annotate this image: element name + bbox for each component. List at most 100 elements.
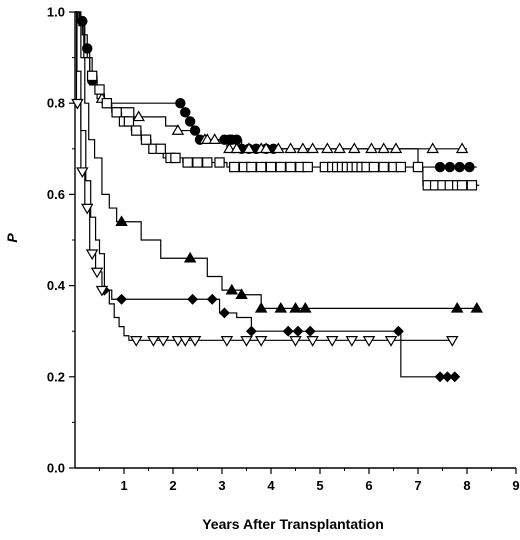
- censor-mark-triangle-down: [306, 336, 319, 347]
- censor-mark-triangle-down: [188, 336, 202, 347]
- censor-mark-triangle-down: [81, 203, 94, 215]
- censor-mark-square: [101, 97, 113, 109]
- censor-mark-triangle-up: [230, 142, 243, 154]
- censor-mark-circle: [184, 116, 196, 127]
- censor-mark-triangle-up: [426, 142, 439, 154]
- censor-mark-square: [202, 157, 213, 168]
- censor-mark-circle: [464, 161, 475, 173]
- censor-mark-triangle-up: [201, 133, 214, 144]
- censor-mark-square: [182, 157, 193, 168]
- censor-mark-triangle-up: [365, 142, 378, 154]
- x-tick-label: 9: [512, 478, 519, 493]
- censor-mark-square: [131, 125, 142, 136]
- censor-mark-triangle-up: [348, 142, 361, 154]
- censor-mark-square: [192, 157, 203, 168]
- censor-mark-circle: [82, 43, 93, 54]
- x-tick-label: 6: [365, 478, 372, 493]
- censor-mark-square: [302, 161, 313, 173]
- censor-mark-square: [395, 161, 407, 173]
- x-axis-label: Years After Transplantation: [202, 516, 384, 532]
- x-tick-label: 2: [169, 478, 176, 493]
- censor-mark-triangle-up: [235, 288, 248, 299]
- markers-open-triangle-down: [71, 98, 459, 347]
- censor-mark-triangle-up: [132, 110, 145, 122]
- axes: 1 2 3 4 5 6 7 8 9 0.0 0.2 0.4 0.6 0.8 1.0: [47, 5, 520, 494]
- markers: [71, 15, 484, 383]
- censor-mark-triangle-up: [242, 142, 256, 154]
- censor-mark-triangle-up: [274, 302, 288, 313]
- censor-mark-triangle-down: [254, 336, 268, 347]
- survival-curve-open-square: [75, 11, 480, 186]
- censor-mark-square: [214, 157, 225, 168]
- censor-mark-square: [256, 161, 267, 173]
- censor-mark-triangle-up: [272, 142, 285, 154]
- censor-mark-triangle-up: [299, 302, 312, 313]
- markers-open-triangle-up: [95, 92, 469, 154]
- censor-mark-triangle-up: [333, 142, 346, 154]
- censor-mark-circle: [175, 97, 186, 109]
- censor-mark-triangle-up: [284, 142, 297, 154]
- censor-mark-triangle-up: [450, 302, 464, 313]
- censor-mark-triangle-up: [321, 142, 334, 154]
- censor-mark-diamond: [449, 371, 461, 383]
- censor-mark-diamond: [304, 325, 316, 337]
- censor-mark-triangle-down: [130, 336, 143, 347]
- censor-mark-triangle-up: [225, 283, 239, 295]
- censor-mark-diamond: [187, 293, 199, 305]
- censor-mark-triangle-up: [306, 142, 319, 154]
- censor-mark-square: [170, 152, 181, 164]
- censor-mark-circle: [434, 161, 446, 173]
- censor-mark-triangle-down: [345, 336, 359, 347]
- x-tick-label: 8: [463, 478, 470, 493]
- x-tick-label: 5: [316, 478, 323, 493]
- censor-mark-triangle-down: [446, 336, 459, 347]
- survival-curve-filled-circle: [75, 11, 477, 168]
- censor-mark-triangle-down: [95, 285, 109, 297]
- y-tick-label: 0.6: [47, 187, 65, 202]
- censor-mark-square: [140, 134, 152, 145]
- censor-mark-triangle-up: [183, 251, 197, 263]
- y-axis-label: P: [4, 233, 20, 243]
- censor-mark-square: [265, 161, 277, 173]
- censor-mark-square: [466, 180, 478, 191]
- censor-mark-square: [155, 143, 166, 154]
- censor-mark-triangle-down: [147, 336, 160, 347]
- censor-mark-triangle-up: [296, 142, 310, 154]
- censor-mark-diamond: [441, 371, 453, 383]
- censor-mark-triangle-up: [171, 124, 185, 135]
- censor-mark-triangle-up: [259, 142, 273, 154]
- survival-curve-filled-triangle-up: [75, 11, 477, 309]
- censor-mark-diamond: [282, 325, 294, 337]
- censor-mark-triangle-down: [240, 336, 253, 347]
- censor-mark-square: [246, 161, 257, 173]
- censor-mark-square: [86, 70, 98, 82]
- censor-mark-diamond: [292, 325, 304, 337]
- censor-mark-triangle-down: [76, 167, 89, 178]
- censor-mark-square: [412, 161, 424, 173]
- censor-mark-diamond: [219, 307, 230, 319]
- censor-mark-diamond: [116, 293, 127, 305]
- censor-mark-square: [111, 107, 122, 118]
- censor-mark-diamond: [206, 293, 218, 305]
- censor-mark-triangle-down: [179, 336, 192, 347]
- censor-mark-triangle-down: [326, 336, 339, 347]
- censor-mark-triangle-down: [156, 336, 170, 347]
- y-tick-label: 0.4: [47, 278, 66, 293]
- censor-mark-circle: [180, 107, 191, 118]
- censor-mark-triangle-up: [223, 142, 236, 154]
- censor-mark-triangle-up: [377, 142, 390, 154]
- censor-mark-triangle-down: [289, 336, 302, 347]
- censor-mark-square: [229, 161, 240, 173]
- censor-mark-triangle-up: [254, 302, 268, 313]
- y-tick-label: 0.2: [47, 369, 65, 384]
- censor-mark-triangle-down: [90, 267, 104, 279]
- censor-mark-triangle-down: [85, 249, 99, 261]
- x-tick-label: 4: [267, 478, 275, 493]
- x-tick-label: 1: [120, 478, 127, 493]
- censor-mark-triangle-up: [455, 142, 469, 154]
- y-tick-label: 0.8: [47, 96, 65, 111]
- y-tick-label: 1.0: [47, 5, 65, 20]
- censor-mark-circle: [444, 161, 456, 173]
- curves: [75, 11, 480, 378]
